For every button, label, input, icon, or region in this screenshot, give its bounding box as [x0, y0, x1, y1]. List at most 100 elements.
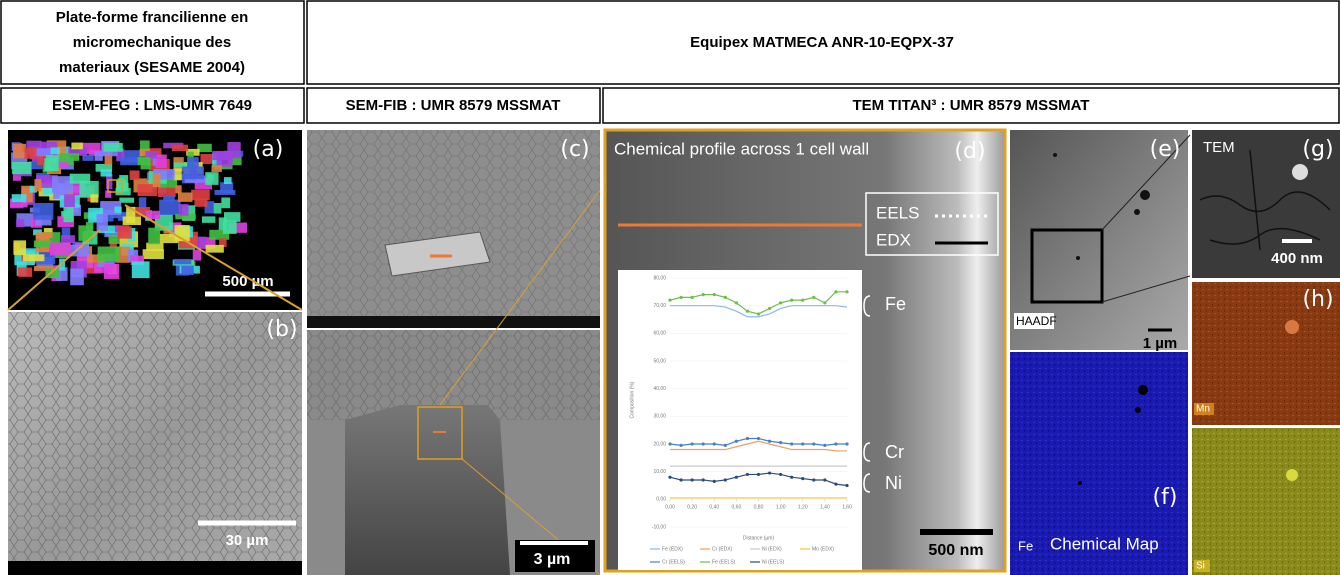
scale-label: 400 nm — [1271, 250, 1323, 267]
figure: Plate-forme francilienne en micromechani… — [0, 0, 1340, 575]
panel-label: (h) — [1302, 287, 1333, 312]
series-point — [823, 444, 826, 447]
series-point — [668, 299, 671, 302]
legend-label: EELS — [876, 203, 919, 222]
grain — [221, 197, 230, 208]
x-tick-label: 0,20 — [687, 505, 697, 511]
section-title: TEM TITAN³ : UMR 8579 MSSMAT — [853, 97, 1090, 114]
grain — [205, 172, 218, 185]
series-point — [702, 478, 705, 481]
particle — [1138, 385, 1148, 395]
series-point — [812, 478, 815, 481]
header-text: Equipex MATMECA ANR-10-EQPX-37 — [690, 34, 954, 51]
series-point — [812, 442, 815, 445]
grain — [51, 147, 60, 154]
series-point — [845, 442, 848, 445]
grain — [114, 207, 121, 213]
scale-label: 500 µm — [222, 273, 273, 290]
panel-label: (e) — [1150, 137, 1181, 162]
legend-label: Cr (EDX) — [712, 546, 733, 552]
grain — [34, 241, 52, 248]
scale-label: 500 nm — [928, 542, 983, 559]
series-point — [679, 478, 682, 481]
panel-label: (b) — [266, 317, 297, 342]
panel-label: (a) — [253, 137, 284, 162]
series-point — [679, 296, 682, 299]
series-point — [702, 293, 705, 296]
grain — [212, 151, 231, 160]
series-point — [834, 290, 837, 293]
x-tick-label: 0,00 — [665, 505, 675, 511]
grain — [130, 170, 140, 179]
legend-label: Fe (EDX) — [662, 546, 683, 552]
series-point — [834, 442, 837, 445]
grain — [172, 145, 188, 151]
grain — [224, 177, 232, 184]
grain — [179, 204, 189, 216]
grain — [101, 169, 112, 176]
grain — [71, 143, 82, 150]
grain — [211, 165, 221, 172]
scale-label: 30 µm — [226, 532, 269, 549]
series-point — [790, 299, 793, 302]
grain — [174, 259, 191, 264]
grain — [12, 162, 31, 174]
grain — [70, 269, 84, 286]
grain — [13, 240, 26, 255]
legend-label: Cr (EELS) — [662, 559, 685, 565]
scale-label: 1 µm — [1143, 335, 1178, 352]
y-axis-label: Composition (%) — [629, 381, 635, 418]
panel-label: (f) — [1153, 485, 1178, 510]
panel-title: Chemical Map — [1050, 534, 1159, 553]
series-point — [834, 483, 837, 486]
particle — [1053, 153, 1057, 157]
scale-label: 3 µm — [534, 551, 571, 568]
tag: Mn — [1196, 404, 1210, 415]
grain — [63, 207, 73, 223]
y-tick-label: 80,00 — [653, 275, 666, 281]
grain — [118, 226, 132, 238]
grain — [97, 214, 108, 231]
series-point — [735, 301, 738, 304]
series-point — [801, 299, 804, 302]
y-tick-label: 40,00 — [653, 386, 666, 392]
image-h-si — [1192, 428, 1340, 575]
grain — [23, 254, 44, 261]
series-point — [768, 307, 771, 310]
grain — [120, 157, 140, 165]
series-point — [790, 442, 793, 445]
particle — [1140, 190, 1150, 200]
grain — [46, 155, 59, 171]
section-title: ESEM-FEG : LMS-UMR 7649 — [52, 97, 252, 114]
series-point — [668, 476, 671, 479]
series-point — [746, 310, 749, 313]
series-point — [757, 312, 760, 315]
grain — [138, 157, 150, 165]
grain — [155, 155, 167, 169]
series-point — [713, 293, 716, 296]
x-tick-label: 1,60 — [842, 505, 852, 511]
series-point — [845, 484, 848, 487]
grain — [123, 216, 141, 225]
series-point — [724, 478, 727, 481]
series-point — [735, 440, 738, 443]
grain — [178, 192, 193, 201]
grain — [175, 185, 181, 193]
particle — [1292, 164, 1308, 180]
header-text: Plate-forme francilienne en — [56, 9, 249, 26]
grain — [59, 153, 79, 161]
grain — [191, 190, 210, 201]
grain — [193, 250, 201, 261]
x-tick-label: 1,20 — [798, 505, 808, 511]
grain — [103, 143, 122, 152]
panel-label: (d) — [954, 139, 985, 164]
panel-title: Chemical profile across 1 cell wall — [614, 139, 869, 158]
grain — [104, 264, 119, 279]
y-tick-label: 10,00 — [653, 469, 666, 475]
y-tick-label: 20,00 — [653, 441, 666, 447]
grain — [90, 194, 98, 202]
particle — [1076, 256, 1080, 260]
series-point — [668, 442, 671, 445]
fib-trench — [345, 405, 510, 575]
x-tick-label: 0,60 — [732, 505, 742, 511]
